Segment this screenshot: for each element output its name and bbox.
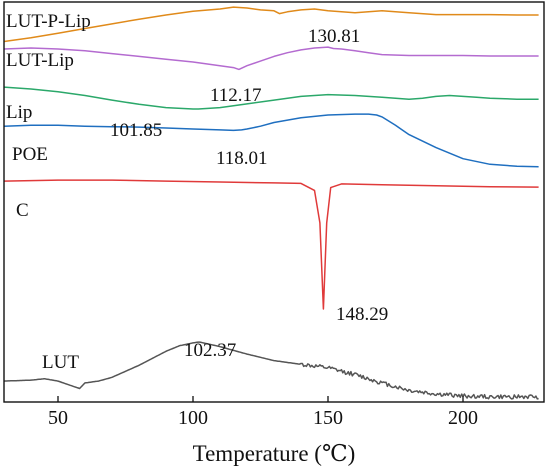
series-line-c [3, 179, 539, 310]
series-label-poe: POE [12, 144, 48, 165]
series-line-lip [3, 86, 539, 110]
peak-label-lut-p-lip: 130.81 [308, 26, 360, 47]
series-line-poe [3, 113, 539, 168]
series-label-lut-lip: LUT-Lip [6, 50, 74, 71]
peak-label-lut: 102.37 [184, 340, 236, 361]
x-tick-label-100: 100 [178, 407, 208, 429]
peak-label-lip: 101.85 [110, 120, 162, 141]
series-line-lut-lip [3, 46, 539, 71]
x-tick-label-50: 50 [48, 407, 68, 429]
series-label-lip: Lip [6, 102, 32, 123]
x-axis-ticks: 50 100 150 200 [48, 396, 478, 429]
x-axis-title: Temperature (℃) [193, 441, 356, 466]
x-tick-label-150: 150 [313, 407, 343, 429]
series-label-c: C [16, 200, 29, 221]
curves-layer [3, 6, 539, 400]
peak-label-lut-lip: 112.17 [210, 85, 262, 106]
peak-label-poe: 118.01 [216, 148, 268, 169]
peak-label-c: 148.29 [336, 304, 388, 325]
series-line-lut [3, 341, 539, 400]
series-label-lut: LUT [42, 352, 79, 373]
series-label-lut-p-lip: LUT-P-Lip [6, 11, 91, 32]
plot-frame [3, 1, 545, 403]
x-tick-label-200: 200 [448, 407, 478, 429]
series-line-lut-p-lip [3, 6, 539, 43]
